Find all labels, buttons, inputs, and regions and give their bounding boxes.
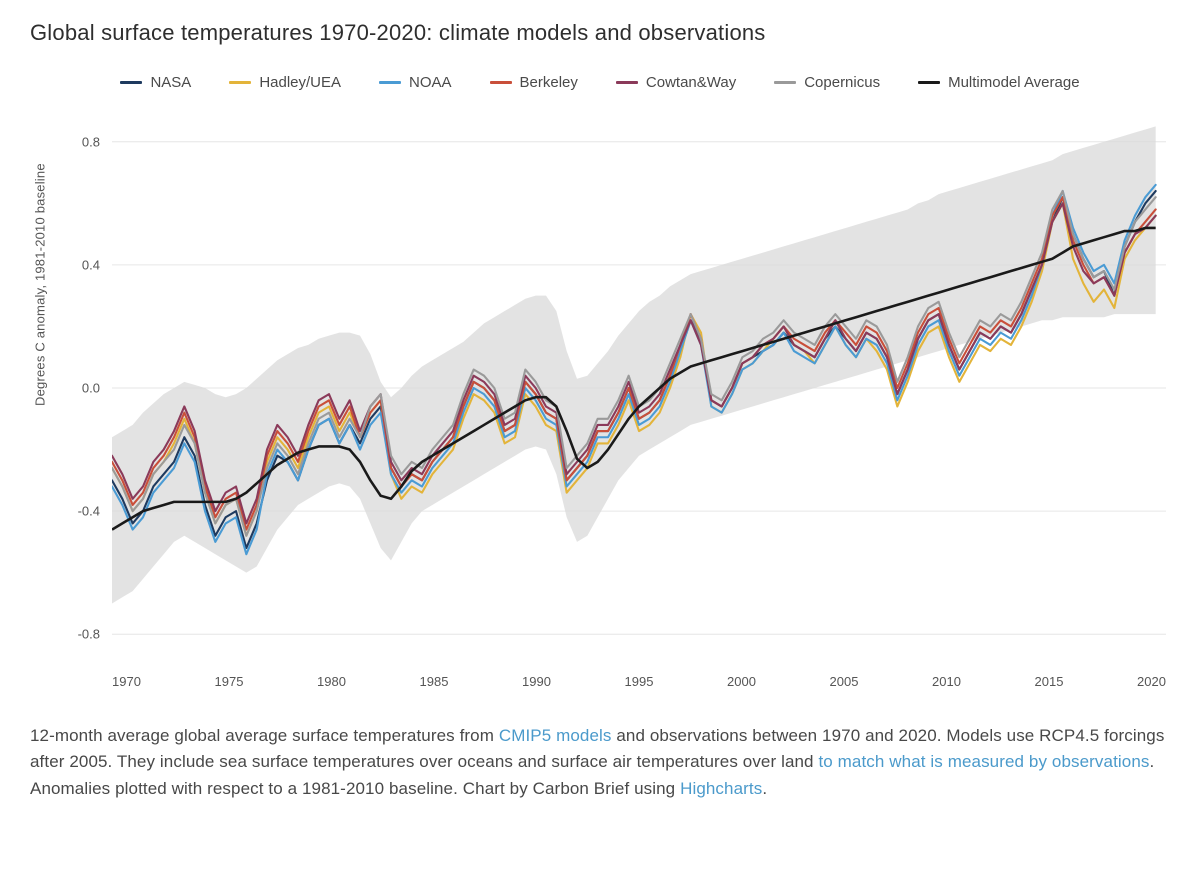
- legend-swatch: [616, 81, 638, 84]
- caption-link[interactable]: CMIP5 models: [499, 726, 612, 745]
- y-tick-label: 0.8: [82, 134, 100, 149]
- caption-link[interactable]: Highcharts: [680, 779, 762, 798]
- x-tick-label: 1995: [625, 674, 654, 689]
- legend-item[interactable]: Multimodel Average: [918, 74, 1079, 91]
- caption-link[interactable]: to match what is measured by observation…: [818, 752, 1149, 771]
- legend-label: Berkeley: [520, 74, 578, 91]
- x-tick-label: 2010: [932, 674, 961, 689]
- x-tick-label: 1990: [522, 674, 551, 689]
- legend-label: Multimodel Average: [948, 74, 1079, 91]
- legend-item[interactable]: Cowtan&Way: [616, 74, 736, 91]
- legend-label: Copernicus: [804, 74, 880, 91]
- legend-label: Cowtan&Way: [646, 74, 736, 91]
- legend: NASA Hadley/UEA NOAA Berkeley Cowtan&Way Cope…: [30, 74, 1170, 91]
- legend-label: Hadley/UEA: [259, 74, 341, 91]
- legend-swatch: [918, 81, 940, 84]
- legend-item[interactable]: Berkeley: [490, 74, 578, 91]
- legend-item[interactable]: NOAA: [379, 74, 452, 91]
- y-tick-label: -0.8: [78, 627, 100, 642]
- x-ticks: 1970 1975 1980 1985 1990 1995 2000 2005 2010 2015…: [112, 674, 1166, 689]
- x-tick-label: 1980: [317, 674, 346, 689]
- chart-title: Global surface temperatures 1970-2020: c…: [30, 20, 1170, 46]
- legend-swatch: [120, 81, 142, 84]
- legend-swatch: [379, 81, 401, 84]
- y-axis-label: Degrees C anomaly, 1981-2010 baseline: [33, 163, 48, 406]
- legend-item[interactable]: NASA: [120, 74, 191, 91]
- legend-item[interactable]: Hadley/UEA: [229, 74, 341, 91]
- x-tick-label: 2020: [1137, 674, 1166, 689]
- x-tick-label: 2015: [1035, 674, 1064, 689]
- legend-label: NASA: [150, 74, 191, 91]
- y-tick-label: 0.0: [82, 381, 100, 396]
- chart-svg: [112, 111, 1166, 665]
- x-tick-label: 1970: [112, 674, 141, 689]
- chart-caption: 12-month average global average surface …: [30, 723, 1170, 802]
- legend-swatch: [774, 81, 796, 84]
- legend-swatch: [490, 81, 512, 84]
- legend-swatch: [229, 81, 251, 84]
- y-ticks: -0.8 -0.4 0.0 0.4 0.8: [62, 111, 106, 665]
- plot-area: Degrees C anomaly, 1981-2010 baseline -0…: [42, 111, 1170, 701]
- x-tick-label: 1975: [215, 674, 244, 689]
- y-tick-label: 0.4: [82, 257, 100, 272]
- y-tick-label: -0.4: [78, 504, 100, 519]
- x-tick-label: 2005: [830, 674, 859, 689]
- plot: [112, 111, 1166, 665]
- legend-label: NOAA: [409, 74, 452, 91]
- x-tick-label: 1985: [420, 674, 449, 689]
- x-tick-label: 2000: [727, 674, 756, 689]
- legend-item[interactable]: Copernicus: [774, 74, 880, 91]
